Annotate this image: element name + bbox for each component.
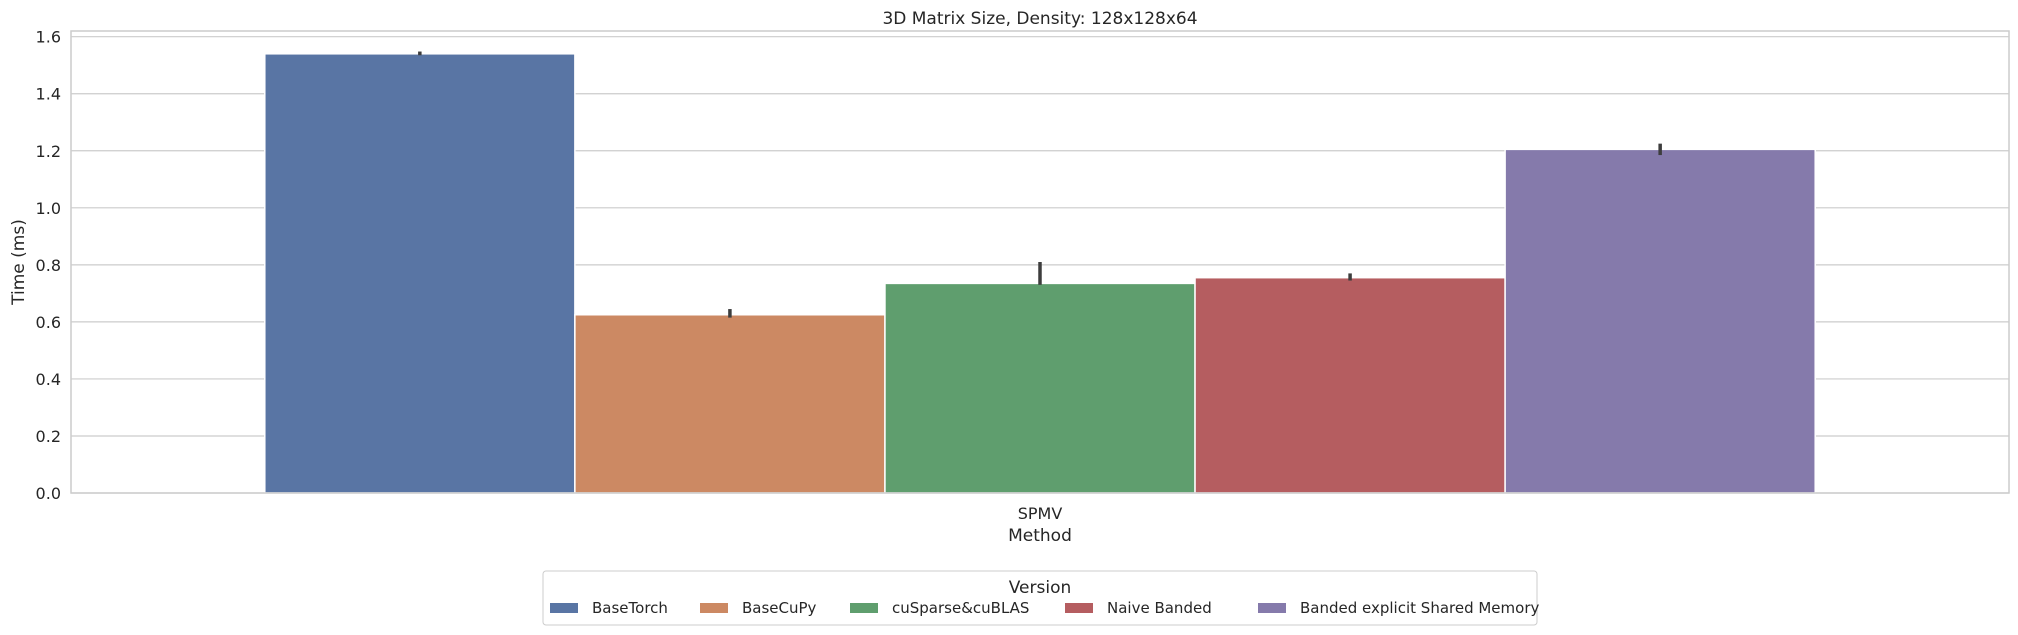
legend-swatch [1258,603,1286,613]
chart-title: 3D Matrix Size, Density: 128x128x64 [882,9,1197,29]
legend-item: BaseCuPy [700,599,817,617]
y-axis-ticks: 0.0 0.2 0.4 0.6 0.8 1.0 1.2 1.4 1.6 [36,28,61,503]
legend-items: BaseTorch BaseCuPy cuSparse&cuBLAS Naive Ba… [550,599,1539,617]
y-tick-label: 1.6 [36,28,61,47]
x-tick-label: SPMV [1018,504,1063,523]
bar-cusparse-cublas [884,282,1196,494]
legend-swatch [850,603,878,613]
legend: Version BaseTorch BaseCuPy cuSparse&cuBLAS… [542,570,1539,626]
y-tick-label: 1.4 [36,85,61,104]
y-tick-label: 0.0 [36,484,61,503]
y-tick-label: 0.6 [36,313,61,332]
bars [264,53,1816,494]
y-tick-label: 0.2 [36,427,61,446]
legend-swatch [700,603,728,613]
y-tick-label: 0.8 [36,256,61,275]
legend-item: cuSparse&cuBLAS [850,599,1029,617]
y-tick-label: 1.2 [36,142,61,161]
legend-title: Version [1009,578,1072,598]
legend-label: Banded explicit Shared Memory [1300,599,1539,617]
legend-label: Naive Banded [1107,599,1212,617]
legend-item: Naive Banded [1065,599,1212,617]
x-axis-label: Method [1008,526,1072,546]
error-bars [418,51,1662,318]
y-tick-label: 0.4 [36,370,61,389]
legend-swatch [550,603,578,613]
plot-frame [70,30,2010,494]
legend-box [542,570,1538,626]
bar-naive-banded [1194,276,1506,494]
legend-label: BaseCuPy [742,599,817,617]
legend-item: Banded explicit Shared Memory [1258,599,1539,617]
bar-basecupy [574,314,886,494]
bar-basetorch [264,53,576,494]
x-axis-ticks: SPMV [1018,504,1063,523]
y-tick-label: 1.0 [36,199,61,218]
legend-label: BaseTorch [592,599,668,617]
legend-swatch [1065,603,1093,613]
legend-label: cuSparse&cuBLAS [892,599,1029,617]
y-axis-label: Time (ms) [9,219,29,306]
bar-banded-explicit-shared-memory [1504,148,1816,494]
legend-item: BaseTorch [550,599,668,617]
